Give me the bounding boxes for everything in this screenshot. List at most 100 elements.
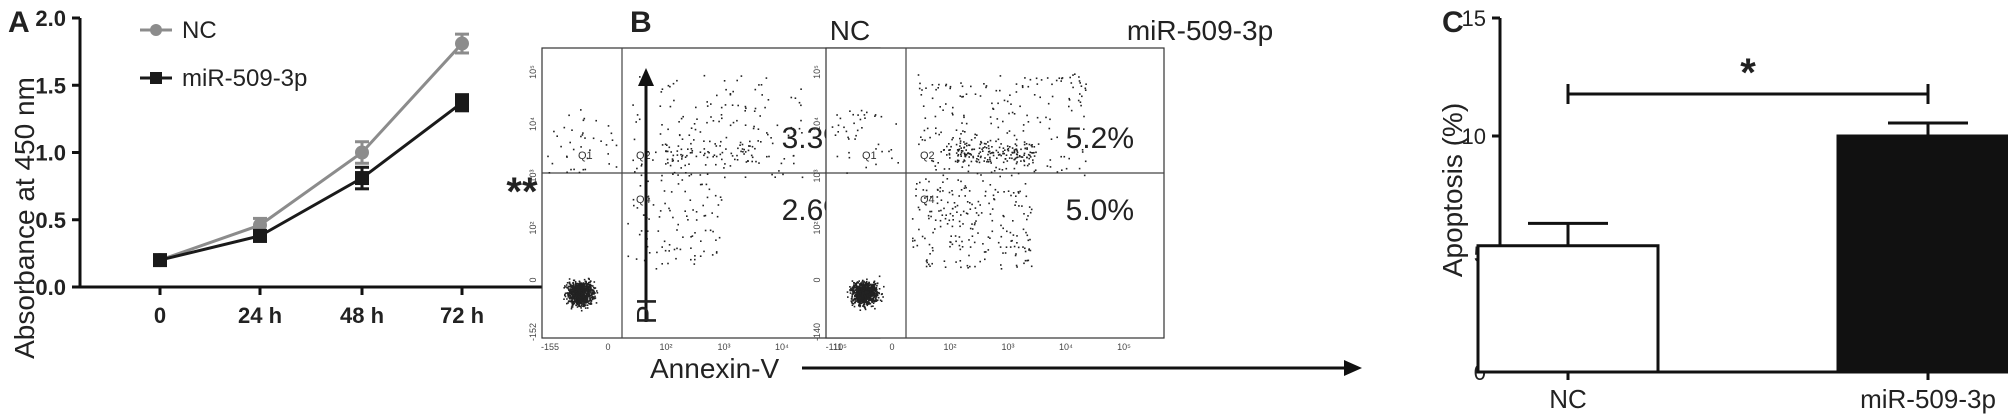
- flow-event: [742, 151, 744, 153]
- flow-event: [569, 298, 571, 300]
- flow-event: [871, 298, 874, 301]
- flow-event: [694, 232, 696, 234]
- flow-event: [734, 158, 736, 161]
- flow-event: [664, 143, 667, 146]
- flow-event: [868, 284, 871, 287]
- flow-event: [1036, 116, 1039, 119]
- flow-event: [1007, 190, 1010, 192]
- flow-event: [980, 155, 982, 158]
- flow-event: [880, 115, 883, 118]
- flow-event: [834, 134, 837, 136]
- flow-event: [647, 151, 650, 153]
- flow-event: [855, 295, 858, 297]
- flow-event: [871, 300, 873, 303]
- flow-event: [587, 291, 589, 294]
- flow-event: [1085, 145, 1088, 148]
- flow-event: [689, 199, 692, 201]
- flow-event: [966, 144, 968, 147]
- flow-plot-frame: [825, 47, 1165, 339]
- flow-event: [745, 107, 747, 110]
- flow-event: [580, 291, 582, 293]
- flow-event: [566, 155, 568, 158]
- flow-event: [570, 297, 573, 300]
- flow-event: [582, 284, 585, 286]
- flow-event: [720, 199, 723, 201]
- flow-event: [931, 159, 933, 162]
- flow-event: [592, 285, 594, 287]
- flow-event: [787, 134, 790, 137]
- flow-event: [959, 140, 962, 142]
- flow-event: [952, 215, 954, 217]
- flow-event: [852, 113, 854, 116]
- flow-event: [964, 153, 966, 156]
- flow-event: [1029, 249, 1032, 252]
- flow-event: [565, 286, 567, 288]
- flow-event: [689, 152, 692, 154]
- flow-event: [997, 151, 999, 154]
- flow-event: [744, 151, 747, 153]
- flow-event: [588, 285, 591, 288]
- flow-event: [586, 288, 588, 290]
- flow-event: [591, 292, 593, 294]
- flow-event: [951, 112, 954, 115]
- flow-event: [660, 91, 663, 93]
- flow-event: [1013, 150, 1016, 153]
- flow-event: [875, 287, 877, 290]
- flow-event: [945, 103, 947, 105]
- flow-event: [570, 168, 572, 171]
- flow-event: [874, 294, 876, 297]
- flow-event: [979, 143, 982, 146]
- flow-event: [989, 116, 992, 118]
- flow-event: [1068, 99, 1071, 101]
- flow-event: [987, 151, 990, 153]
- flow-event: [963, 187, 966, 189]
- flow-event: [1027, 239, 1030, 242]
- flow-event: [863, 297, 865, 299]
- flow-event: [584, 289, 587, 291]
- flow-event: [767, 99, 770, 101]
- flow-event: [990, 122, 992, 125]
- flow-event: [782, 173, 784, 176]
- flow-event: [593, 290, 595, 293]
- flow-event: [1019, 190, 1021, 193]
- flow-event: [736, 119, 738, 122]
- flow-event: [997, 126, 1000, 129]
- flow-event: [969, 246, 972, 248]
- flow-event: [706, 156, 709, 159]
- flow-event: [793, 131, 795, 134]
- flow-event: [707, 151, 709, 153]
- flow-event: [857, 282, 860, 284]
- flow-x-tick-label: 10²: [943, 342, 956, 352]
- flow-event: [752, 127, 755, 130]
- flow-plot-frame: [541, 47, 881, 339]
- flow-event: [1016, 150, 1018, 152]
- flow-event: [957, 155, 959, 157]
- flow-event: [916, 244, 919, 247]
- pi-arrow-head: [638, 68, 654, 86]
- flow-event: [585, 299, 587, 301]
- flow-event: [1006, 230, 1008, 233]
- flow-event: [1015, 264, 1018, 267]
- flow-event: [563, 287, 565, 289]
- flow-event: [948, 149, 950, 151]
- flow-event: [579, 292, 581, 294]
- flow-event: [921, 89, 923, 91]
- flow-event: [857, 289, 859, 291]
- flow-event: [657, 230, 660, 232]
- flow-event: [580, 294, 582, 296]
- flow-event: [578, 305, 580, 307]
- flow-event: [757, 128, 760, 130]
- flow-event: [930, 196, 932, 198]
- legend-nc-marker: [150, 24, 162, 36]
- flow-event: [874, 115, 876, 117]
- flow-event: [855, 289, 858, 291]
- flow-event: [1077, 99, 1080, 102]
- flow-event: [881, 150, 883, 153]
- flow-event: [930, 215, 932, 218]
- flow-event: [759, 115, 761, 117]
- flow-event: [668, 207, 670, 210]
- flow-event: [632, 198, 635, 201]
- flow-event: [587, 295, 590, 297]
- flow-event: [670, 151, 672, 153]
